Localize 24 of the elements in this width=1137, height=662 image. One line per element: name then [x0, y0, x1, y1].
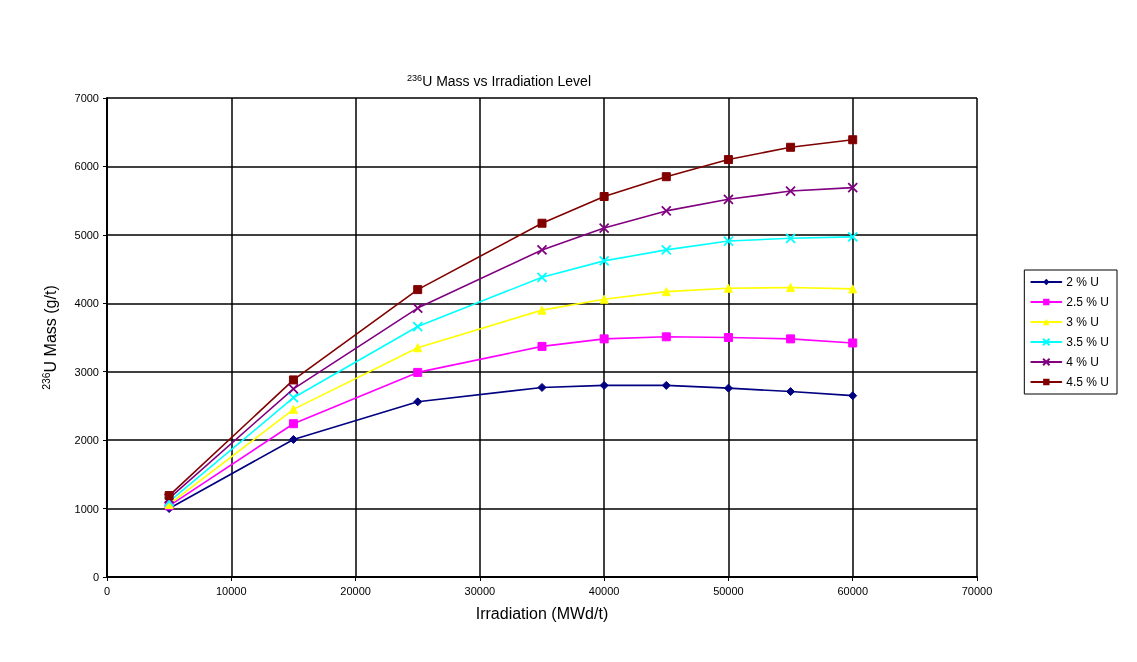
- x-axis-title: Irradiation (MWd/t): [475, 604, 609, 622]
- legend-label: 3.5 % U: [1066, 335, 1109, 349]
- y-tick-label: 2000: [74, 434, 99, 447]
- y-tick-label: 3000: [74, 365, 99, 378]
- legend-label: 2.5 % U: [1066, 295, 1109, 309]
- y-tick-label: 4000: [74, 297, 99, 310]
- legend-label: 2 % U: [1066, 275, 1099, 289]
- y-tick-label: 6000: [74, 160, 99, 173]
- legend-label: 4.5 % U: [1066, 375, 1109, 389]
- legend-label: 4 % U: [1066, 355, 1099, 369]
- y-tick-label: 7000: [74, 92, 99, 104]
- x-tick-label: 40000: [588, 584, 620, 597]
- x-tick-label: 10000: [215, 584, 247, 597]
- y-tick-label: 5000: [74, 228, 99, 241]
- x-tick-label: 20000: [340, 584, 371, 597]
- x-tick-label: 50000: [713, 584, 744, 597]
- x-tick-label: 0: [103, 584, 111, 597]
- x-tick-label: 30000: [464, 584, 496, 597]
- y-tick-label: 1000: [74, 502, 99, 515]
- y-tick-label: 0: [92, 571, 99, 583]
- x-tick-label: 60000: [837, 584, 869, 597]
- y-axis-title: 236U Mass (g/t): [41, 285, 59, 390]
- legend-label: 3 % U: [1066, 315, 1099, 329]
- x-tick-label: 70000: [961, 584, 993, 597]
